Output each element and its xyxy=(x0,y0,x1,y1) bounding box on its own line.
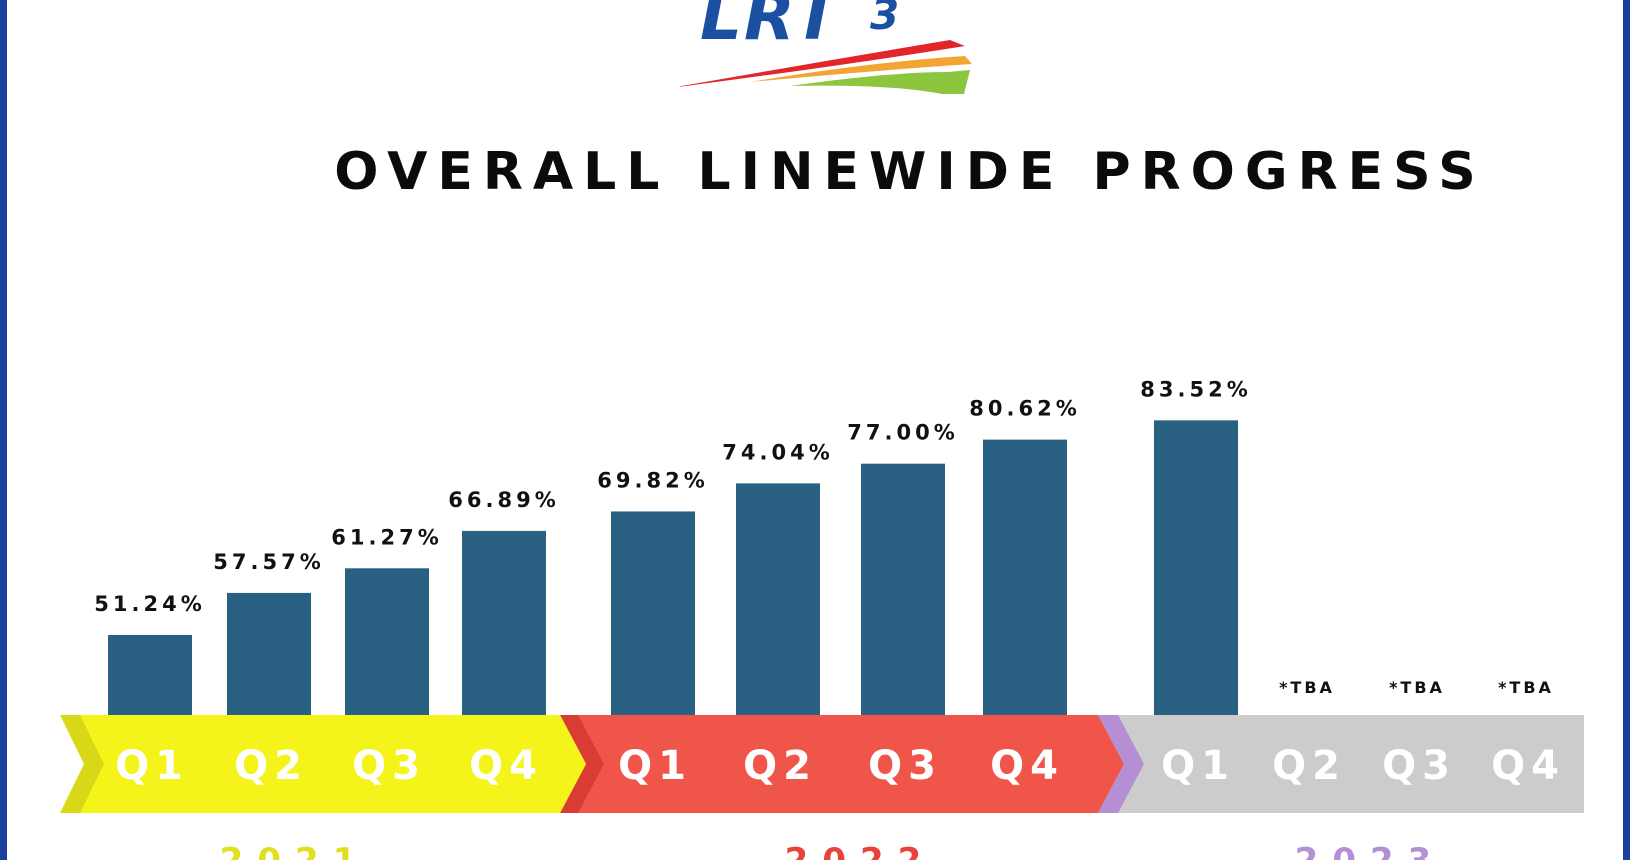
tba-label: *TBA xyxy=(1389,678,1445,697)
quarter-label: Q3 xyxy=(352,743,426,789)
band-2021 xyxy=(60,715,586,813)
logo-number: 3 xyxy=(870,0,900,39)
value-label: 74.04% xyxy=(722,440,833,464)
bar-2021-q2 xyxy=(227,592,311,715)
bar-2021-q1 xyxy=(108,635,192,715)
bar-2022-q4 xyxy=(983,439,1067,715)
quarter-label: Q1 xyxy=(1161,743,1235,789)
bar-2021-q4 xyxy=(462,530,546,715)
band-tip-2023 xyxy=(1098,715,1144,813)
band-tip-2021 xyxy=(60,715,104,813)
chart-title: OVERALL LINEWIDE PROGRESS xyxy=(334,142,1486,202)
logo-swoosh-icon xyxy=(680,40,972,94)
quarter-label: Q4 xyxy=(990,743,1064,789)
quarter-label: Q3 xyxy=(868,743,942,789)
quarter-label: Q1 xyxy=(618,743,692,789)
value-label: 66.89% xyxy=(448,488,559,512)
bar-2022-q1 xyxy=(611,511,695,715)
quarter-label: Q2 xyxy=(1272,743,1346,789)
logo-text: LRT xyxy=(700,0,841,55)
band-2023 xyxy=(1110,715,1584,813)
bar-2023-q1 xyxy=(1154,420,1238,715)
year-label-2022: 2022 xyxy=(785,841,936,860)
value-label: 77.00% xyxy=(847,421,958,445)
quarter-label: Q2 xyxy=(743,743,817,789)
year-label-2023: 2023 xyxy=(1295,841,1446,860)
year-label-2021: 2021 xyxy=(220,841,371,860)
value-label: 61.27% xyxy=(331,525,442,549)
value-label: 83.52% xyxy=(1140,377,1251,401)
quarter-label: Q4 xyxy=(469,743,543,789)
bar-2022-q3 xyxy=(861,463,945,715)
value-label: 57.57% xyxy=(213,550,324,574)
value-label: 69.82% xyxy=(597,468,708,492)
value-label: 51.24% xyxy=(94,592,205,616)
quarter-label: Q4 xyxy=(1491,743,1565,789)
quarter-label: Q1 xyxy=(115,743,189,789)
tba-label: *TBA xyxy=(1498,678,1554,697)
value-label: 80.62% xyxy=(969,397,1080,421)
band-tip-2022 xyxy=(560,715,604,813)
band-2022 xyxy=(560,715,1124,813)
bar-2021-q3 xyxy=(345,568,429,715)
bar-2022-q2 xyxy=(736,483,820,715)
quarter-label: Q3 xyxy=(1382,743,1456,789)
quarter-label: Q2 xyxy=(234,743,308,789)
lrt3-logo: LRT 3 xyxy=(680,0,1020,110)
tba-label: *TBA xyxy=(1279,678,1335,697)
